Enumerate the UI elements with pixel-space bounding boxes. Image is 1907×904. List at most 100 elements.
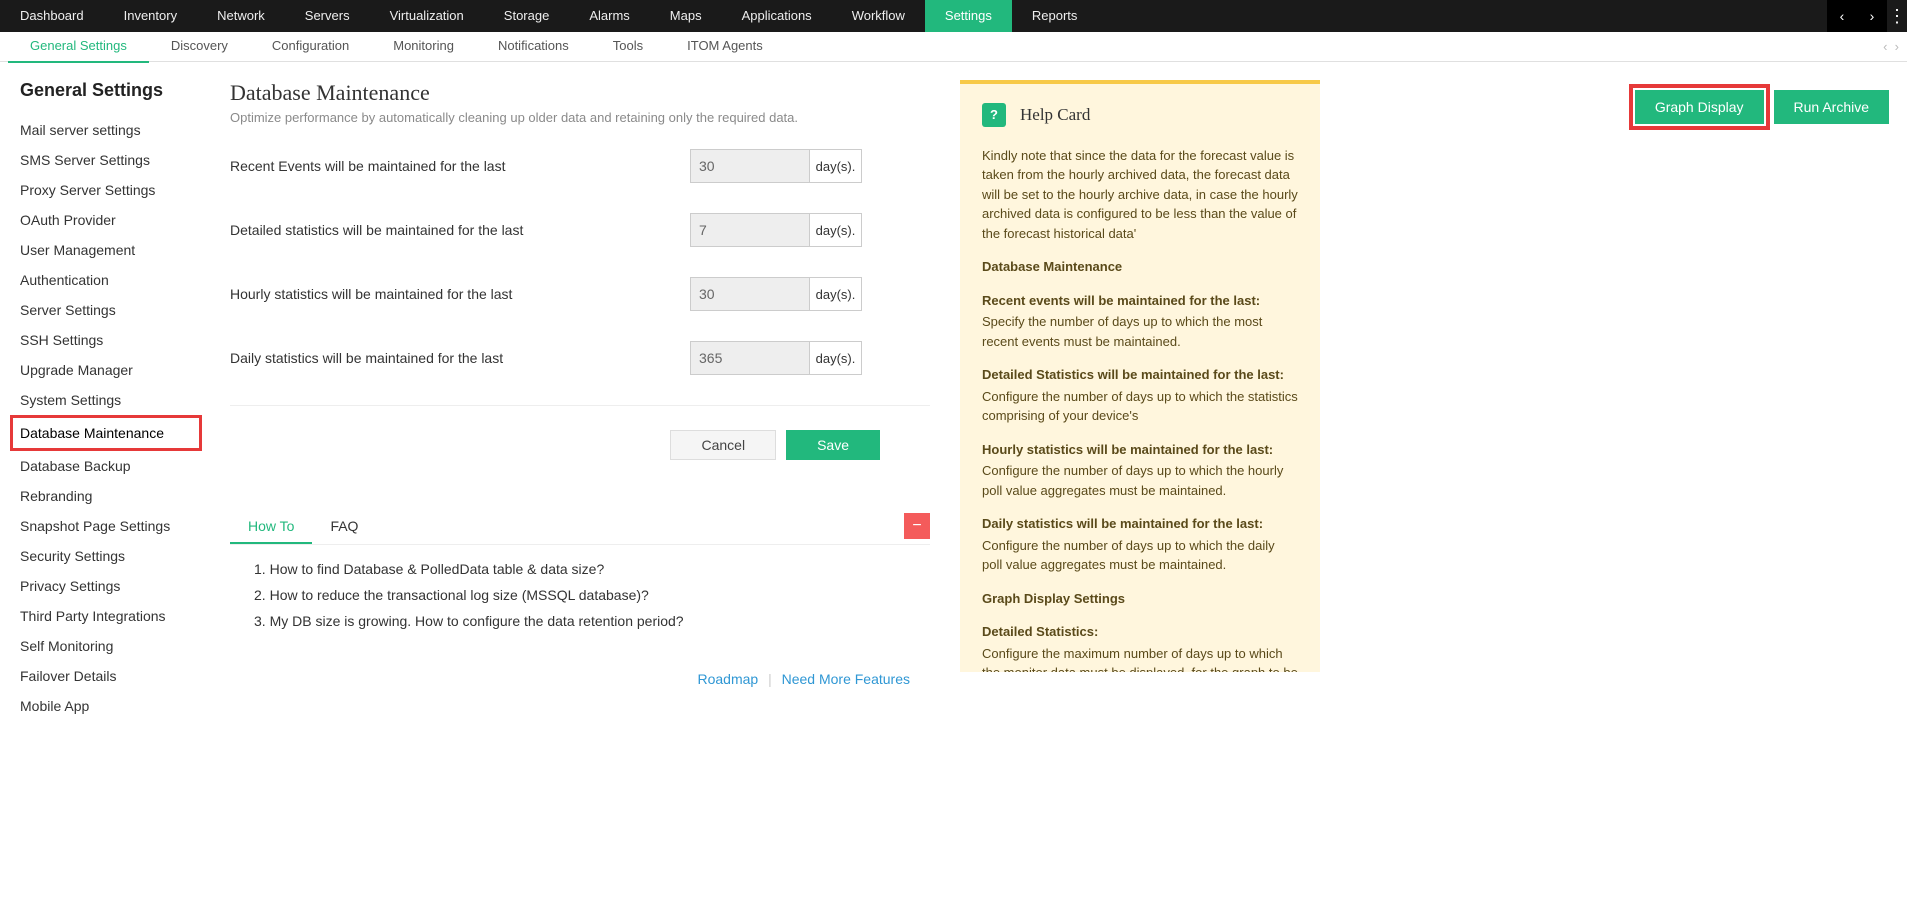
help-s3-title: Hourly statistics will be maintained for… (982, 440, 1298, 460)
topnav-storage[interactable]: Storage (484, 0, 570, 32)
sidebar-item-third-party-integrations[interactable]: Third Party Integrations (20, 601, 208, 631)
nav-arrows: ‹ › ⋮ (1827, 0, 1907, 32)
topnav-workflow[interactable]: Workflow (832, 0, 925, 32)
days-input[interactable] (690, 341, 810, 375)
roadmap-link[interactable]: Roadmap (697, 671, 758, 687)
tab-faq[interactable]: FAQ (312, 510, 376, 544)
subnav-notifications[interactable]: Notifications (476, 31, 591, 63)
divider (230, 405, 930, 406)
field-label: Daily statistics will be maintained for … (230, 350, 690, 366)
unit-label: day(s). (810, 341, 862, 375)
help-icon: ? (982, 103, 1006, 127)
action-buttons: Graph Display Run Archive (1635, 90, 1889, 124)
howto-item[interactable]: My DB size is growing. How to configure … (254, 613, 906, 629)
subnav-scroll[interactable]: ‹ › (1883, 39, 1907, 54)
subnav-monitoring[interactable]: Monitoring (371, 31, 476, 63)
sidebar-item-failover-details[interactable]: Failover Details (20, 661, 208, 691)
sidebar-item-server-settings[interactable]: Server Settings (20, 295, 208, 325)
sidebar-item-self-monitoring[interactable]: Self Monitoring (20, 631, 208, 661)
sidebar-item-database-maintenance[interactable]: Database Maintenance (10, 415, 202, 451)
graph-display-button[interactable]: Graph Display (1635, 90, 1764, 124)
help-s3-body: Configure the number of days up to which… (982, 463, 1283, 498)
topnav-applications[interactable]: Applications (722, 0, 832, 32)
button-row: Cancel Save (230, 430, 880, 460)
topnav-maps[interactable]: Maps (650, 0, 722, 32)
cancel-button[interactable]: Cancel (670, 430, 776, 460)
help-s1-title: Recent events will be maintained for the… (982, 291, 1298, 311)
subnav-tools[interactable]: Tools (591, 31, 665, 63)
help-tabs: How To FAQ − (230, 510, 930, 545)
help-h2: Graph Display Settings (982, 589, 1298, 609)
topnav-servers[interactable]: Servers (285, 0, 370, 32)
days-input[interactable] (690, 149, 810, 183)
form-row-2: Hourly statistics will be maintained for… (230, 277, 930, 311)
howto-list: How to find Database & PolledData table … (230, 545, 930, 655)
subnav-configuration[interactable]: Configuration (250, 31, 371, 63)
days-input[interactable] (690, 277, 810, 311)
help-intro: Kindly note that since the data for the … (982, 146, 1298, 244)
subnav-itom-agents[interactable]: ITOM Agents (665, 31, 785, 63)
footer-links: Roadmap | Need More Features (230, 655, 910, 703)
sidebar-item-mobile-app[interactable]: Mobile App (20, 691, 208, 721)
unit-label: day(s). (810, 213, 862, 247)
days-input[interactable] (690, 213, 810, 247)
need-features-link[interactable]: Need More Features (782, 671, 910, 687)
sidebar-item-rebranding[interactable]: Rebranding (20, 481, 208, 511)
sidebar-item-security-settings[interactable]: Security Settings (20, 541, 208, 571)
divider-pipe: | (768, 671, 772, 687)
sidebar: General Settings Mail server settingsSMS… (0, 62, 208, 721)
help-s1-body: Specify the number of days up to which t… (982, 314, 1262, 349)
field-label: Hourly statistics will be maintained for… (230, 286, 690, 302)
form-area: Database Maintenance Optimize performanc… (230, 80, 930, 721)
subnav-discovery[interactable]: Discovery (149, 31, 250, 63)
page-subtitle: Optimize performance by automatically cl… (230, 110, 930, 125)
topnav-inventory[interactable]: Inventory (104, 0, 197, 32)
collapse-icon[interactable]: − (904, 513, 930, 539)
help-title: Help Card (1020, 102, 1090, 128)
topnav-settings[interactable]: Settings (925, 0, 1012, 32)
sidebar-item-database-backup[interactable]: Database Backup (20, 451, 208, 481)
unit-label: day(s). (810, 277, 862, 311)
form-row-3: Daily statistics will be maintained for … (230, 341, 930, 375)
topnav-virtualization[interactable]: Virtualization (370, 0, 484, 32)
help-s2-title: Detailed Statistics will be maintained f… (982, 365, 1298, 385)
form-row-0: Recent Events will be maintained for the… (230, 149, 930, 183)
help-s4-title: Daily statistics will be maintained for … (982, 514, 1298, 534)
topnav-alarms[interactable]: Alarms (569, 0, 649, 32)
howto-item[interactable]: How to reduce the transactional log size… (254, 587, 906, 603)
help-s5-title: Detailed Statistics: (982, 622, 1298, 642)
more-icon[interactable]: ⋮ (1887, 0, 1907, 32)
nav-next-icon[interactable]: › (1857, 0, 1887, 32)
tab-howto[interactable]: How To (230, 510, 312, 544)
topnav-reports[interactable]: Reports (1012, 0, 1098, 32)
help-s4-body: Configure the number of days up to which… (982, 538, 1275, 573)
field-label: Recent Events will be maintained for the… (230, 158, 690, 174)
topnav-dashboard[interactable]: Dashboard (0, 0, 104, 32)
help-s5-body: Configure the maximum number of days up … (982, 646, 1298, 673)
howto-item[interactable]: How to find Database & PolledData table … (254, 561, 906, 577)
unit-label: day(s). (810, 149, 862, 183)
sidebar-item-user-management[interactable]: User Management (20, 235, 208, 265)
sidebar-item-authentication[interactable]: Authentication (20, 265, 208, 295)
page-title: Database Maintenance (230, 80, 930, 106)
sidebar-item-privacy-settings[interactable]: Privacy Settings (20, 571, 208, 601)
help-s2-body: Configure the number of days up to which… (982, 389, 1298, 424)
sidebar-item-sms-server-settings[interactable]: SMS Server Settings (20, 145, 208, 175)
help-h1: Database Maintenance (982, 257, 1298, 277)
sidebar-item-proxy-server-settings[interactable]: Proxy Server Settings (20, 175, 208, 205)
help-card: ? Help Card Kindly note that since the d… (960, 80, 1320, 672)
nav-prev-icon[interactable]: ‹ (1827, 0, 1857, 32)
sidebar-item-upgrade-manager[interactable]: Upgrade Manager (20, 355, 208, 385)
topnav-network[interactable]: Network (197, 0, 285, 32)
save-button[interactable]: Save (786, 430, 880, 460)
sidebar-title: General Settings (20, 80, 208, 101)
form-row-1: Detailed statistics will be maintained f… (230, 213, 930, 247)
sidebar-item-ssh-settings[interactable]: SSH Settings (20, 325, 208, 355)
sidebar-item-mail-server-settings[interactable]: Mail server settings (20, 115, 208, 145)
top-nav: DashboardInventoryNetworkServersVirtuali… (0, 0, 1907, 32)
sidebar-item-system-settings[interactable]: System Settings (20, 385, 208, 415)
sidebar-item-snapshot-page-settings[interactable]: Snapshot Page Settings (20, 511, 208, 541)
run-archive-button[interactable]: Run Archive (1774, 90, 1889, 124)
subnav-general-settings[interactable]: General Settings (8, 31, 149, 63)
sidebar-item-oauth-provider[interactable]: OAuth Provider (20, 205, 208, 235)
